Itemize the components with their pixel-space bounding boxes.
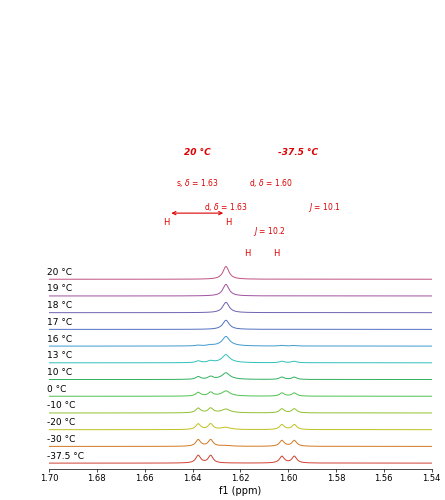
Text: -20 °C: -20 °C [47,418,75,427]
Text: H: H [244,248,251,258]
Text: 18 °C: 18 °C [47,301,72,310]
Text: -10 °C: -10 °C [47,402,76,410]
X-axis label: f1 (ppm): f1 (ppm) [219,486,262,496]
Text: $J$ = 10.1: $J$ = 10.1 [307,201,340,214]
Text: H: H [163,218,170,228]
Text: -30 °C: -30 °C [47,435,76,444]
Text: 0 °C: 0 °C [47,384,66,394]
Text: 16 °C: 16 °C [47,334,72,344]
Text: d, $\delta$ = 1.60: d, $\delta$ = 1.60 [249,177,293,189]
Text: 10 °C: 10 °C [47,368,72,377]
Text: H: H [273,248,279,258]
Text: 13 °C: 13 °C [47,352,72,360]
Text: 19 °C: 19 °C [47,284,72,294]
Text: $J$ = 10.2: $J$ = 10.2 [253,226,285,238]
Text: 20 °C: 20 °C [47,268,72,276]
Text: -37.5 °C: -37.5 °C [278,148,318,158]
Text: 20 °C: 20 °C [184,148,210,158]
Text: H: H [225,218,231,228]
Text: -37.5 °C: -37.5 °C [47,452,84,460]
Text: 17 °C: 17 °C [47,318,72,327]
Text: s, $\delta$ = 1.63: s, $\delta$ = 1.63 [176,177,219,189]
Text: d, $\delta$ = 1.63: d, $\delta$ = 1.63 [204,201,248,213]
